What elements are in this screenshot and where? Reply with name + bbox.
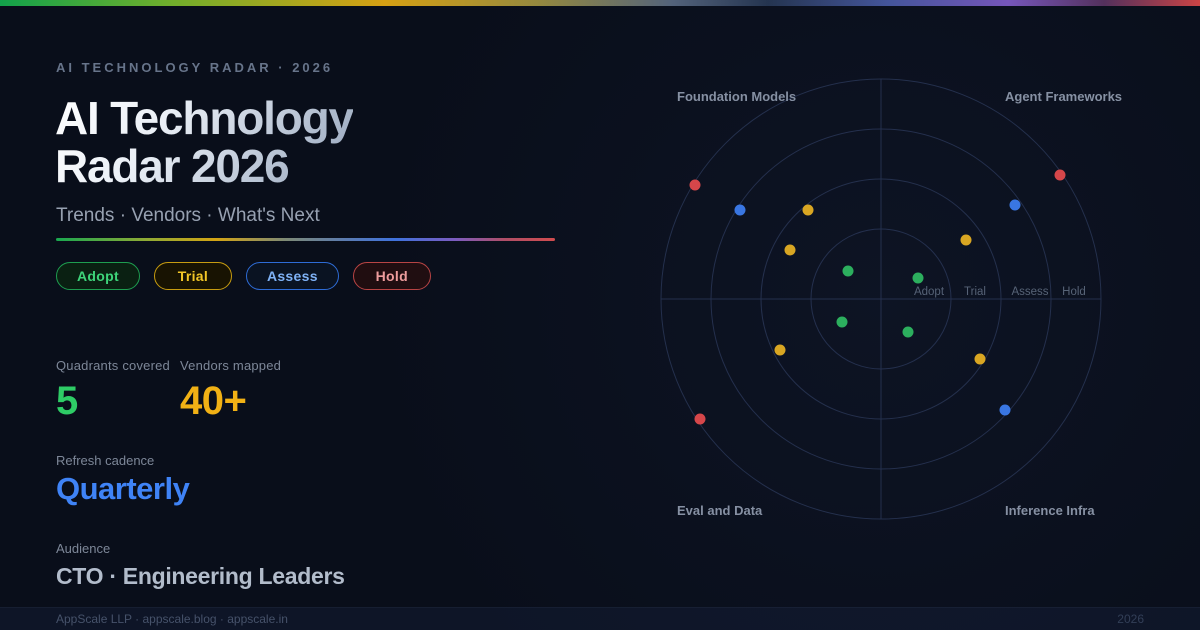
radar-dot <box>912 272 924 284</box>
legend-pill-hold: Hold <box>352 262 431 290</box>
stat-quadrants: Quadrants covered 5 <box>56 358 170 421</box>
radar-dot <box>689 179 701 191</box>
ring-label: Adopt <box>914 286 945 298</box>
legend-pill-assess: Assess <box>245 262 339 290</box>
radar-dot <box>902 326 914 338</box>
legend-pill-trial: Trial <box>153 262 232 290</box>
cadence-label: Refresh cadence <box>56 453 155 468</box>
stat-vendors: Vendors mapped 40+ <box>180 358 281 421</box>
radar-dot <box>734 204 746 216</box>
radar-dot <box>774 344 786 356</box>
cadence-value: Quarterly <box>56 471 190 506</box>
page-title: AI Technology Radar 2026 <box>55 92 354 192</box>
radar-dot <box>802 204 814 216</box>
radar-dot <box>694 413 706 425</box>
quadrant-label: Eval and Data <box>677 503 763 518</box>
radar-dot <box>999 404 1011 416</box>
ring-label: Assess <box>1011 286 1048 298</box>
stat-quadrants-value: 5 <box>56 379 78 423</box>
radar-dot <box>1054 169 1066 181</box>
footer-company-text: AppScale LLP · appscale.blog · appscale.… <box>56 612 288 626</box>
quadrant-label: Inference Infra <box>1005 503 1095 518</box>
legend-pill-adopt: Adopt <box>56 262 140 290</box>
audience-value: CTO · Engineering Leaders <box>56 563 345 589</box>
stat-quadrants-label: Quadrants covered <box>56 358 170 373</box>
stat-vendors-label: Vendors mapped <box>180 358 282 373</box>
radar-dot <box>960 234 972 246</box>
radar-chart: Adopt Trial Assess Hold Foundation Models Age… <box>660 78 1122 520</box>
footer-year-text: 2026 <box>1117 612 1144 626</box>
gradient-divider <box>56 238 555 241</box>
top-rainbow-bar <box>0 0 1200 6</box>
stat-vendors-value: 40+ <box>180 379 247 423</box>
radar-dot <box>836 316 848 328</box>
radar-dot <box>974 353 986 365</box>
radar-dot <box>1009 199 1021 211</box>
quadrant-label: Foundation Models <box>677 89 796 104</box>
ring-label: Hold <box>1062 286 1086 298</box>
radar-dot <box>842 265 854 277</box>
page-subtitle: Trends · Vendors · What's Next <box>56 205 320 226</box>
radar-dot <box>784 244 796 256</box>
audience-label: Audience <box>56 541 111 556</box>
ring-label: Trial <box>964 286 986 298</box>
eyebrow-text: AI TECHNOLOGY RADAR · 2026 <box>56 60 334 75</box>
quadrant-label: Agent Frameworks <box>1005 89 1122 104</box>
footer-bar: AppScale LLP · appscale.blog · appscale.… <box>0 607 1200 630</box>
ring-legend: Adopt Trial Assess Hold <box>56 262 431 290</box>
